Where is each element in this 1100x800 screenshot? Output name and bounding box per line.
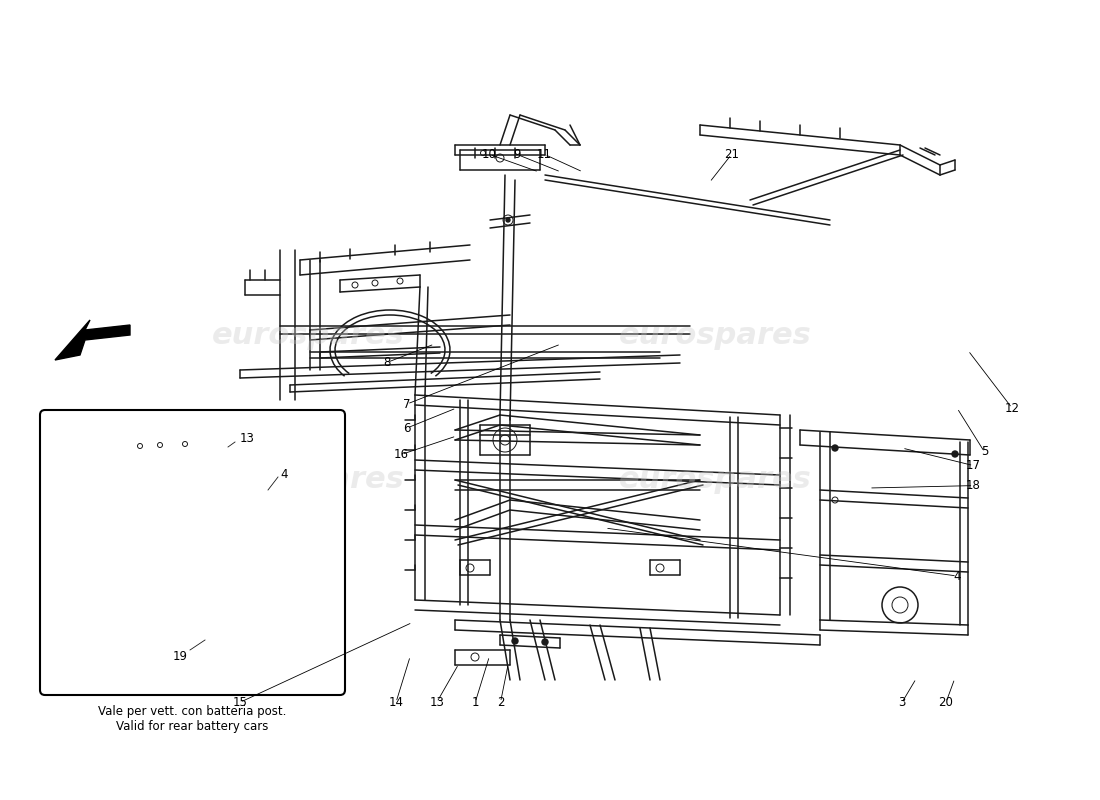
Text: Vale per vett. con batteria post.: Vale per vett. con batteria post. [98,705,287,718]
Text: 20: 20 [938,696,954,709]
Circle shape [952,451,958,457]
Text: 14: 14 [388,696,404,709]
Circle shape [832,445,838,451]
Text: eurospares: eurospares [211,466,405,494]
Text: 7: 7 [404,398,410,410]
Text: 9: 9 [514,148,520,161]
Text: 11: 11 [537,148,552,161]
Text: 4: 4 [280,469,287,482]
Text: 19: 19 [173,650,187,663]
Circle shape [542,639,548,645]
Text: 12: 12 [1004,402,1020,414]
Text: 1: 1 [472,696,478,709]
Text: eurospares: eurospares [618,466,812,494]
Text: 8: 8 [384,356,390,369]
Text: 5: 5 [981,446,988,458]
Circle shape [506,218,510,222]
Text: 6: 6 [404,422,410,434]
Circle shape [512,638,518,644]
Text: eurospares: eurospares [211,322,405,350]
Text: eurospares: eurospares [618,322,812,350]
Text: 3: 3 [899,696,905,709]
Text: 13: 13 [240,431,255,445]
Text: 17: 17 [966,459,981,472]
Text: Valid for rear battery cars: Valid for rear battery cars [117,720,268,733]
FancyBboxPatch shape [40,410,345,695]
Text: 21: 21 [724,148,739,161]
Polygon shape [55,320,130,360]
Text: 13: 13 [429,696,444,709]
Text: 2: 2 [497,696,504,709]
Text: 18: 18 [966,479,981,492]
Text: 10: 10 [482,148,497,161]
Text: 4: 4 [954,570,960,582]
Text: 15: 15 [232,696,248,709]
Text: 16: 16 [394,448,409,461]
